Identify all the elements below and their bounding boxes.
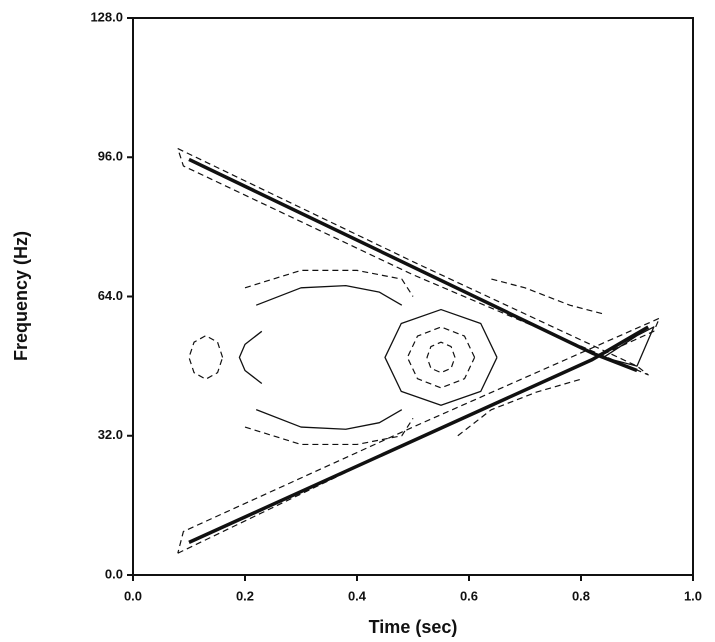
contour-line: [188, 157, 638, 373]
contour-line: [188, 325, 650, 544]
x-tick-label: 0.8: [572, 588, 590, 603]
y-tick-label: 32.0: [98, 427, 123, 442]
y-tick-label: 64.0: [98, 288, 123, 303]
x-tick-label: 0.0: [124, 588, 142, 603]
contour-line: [426, 341, 456, 374]
contour-line: [406, 326, 476, 389]
x-tick-label: 0.2: [236, 588, 254, 603]
contour-line: [255, 409, 403, 430]
contour-line: [491, 278, 604, 315]
contour-line: [457, 378, 582, 437]
contour-line: [238, 330, 263, 385]
contour-line: [603, 326, 655, 367]
contour-line: [244, 418, 414, 446]
contour-line: [384, 308, 498, 406]
y-tick-label: 128.0: [90, 9, 123, 24]
y-tick-label: 96.0: [98, 149, 123, 164]
y-tick-label: 0.0: [105, 566, 123, 581]
x-axis-label: Time (sec): [369, 617, 458, 637]
x-tick-label: 0.4: [348, 588, 367, 603]
contour-line: [255, 284, 403, 306]
x-tick-label: 1.0: [684, 588, 702, 603]
contour-line: [177, 317, 661, 554]
contour-line: [244, 269, 414, 297]
contour-line: [177, 148, 649, 376]
x-tick-label: 0.6: [460, 588, 478, 603]
contour-line: [188, 335, 224, 380]
y-axis-label: Frequency (Hz): [11, 231, 31, 361]
